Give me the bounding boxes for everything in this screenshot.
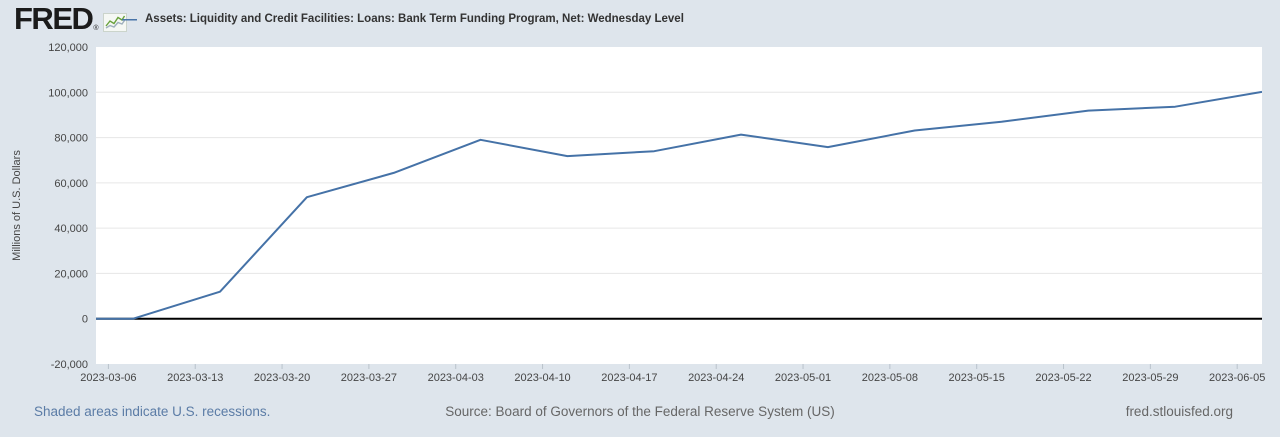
- fred-sparkline-icon: [102, 13, 127, 32]
- x-tick-label: 2023-05-29: [1122, 372, 1178, 384]
- x-tick-label: 2023-03-06: [80, 372, 136, 384]
- y-tick-label: 20,000: [54, 268, 88, 280]
- registered-trademark-icon: ®: [93, 25, 99, 32]
- x-tick-label: 2023-05-22: [1035, 372, 1091, 384]
- plot-area[interactable]: [96, 47, 1262, 364]
- legend-line-swatch: —: [122, 10, 137, 28]
- x-tick-label: 2023-05-08: [862, 372, 918, 384]
- x-tick-label: 2023-03-13: [167, 372, 223, 384]
- y-tick-label: 100,000: [48, 87, 88, 99]
- x-tick-label: 2023-06-05: [1209, 372, 1265, 384]
- data-line: [96, 90, 1262, 320]
- x-tick-label: 2023-03-20: [254, 372, 310, 384]
- chart-header: FRED ® — Assets: Liquidity and Credit Fa…: [0, 0, 1280, 42]
- recessions-note-link[interactable]: Shaded areas indicate U.S. recessions.: [34, 404, 271, 419]
- x-tick-label: 2023-05-15: [949, 372, 1005, 384]
- x-tick-label: 2023-04-24: [688, 372, 744, 384]
- fred-logo[interactable]: FRED ®: [14, 1, 127, 36]
- source-note: Source: Board of Governors of the Federa…: [445, 404, 835, 419]
- x-tick-label: 2023-05-01: [775, 372, 831, 384]
- x-tick-label: 2023-03-27: [341, 372, 397, 384]
- chart-footer: Source: Board of Governors of the Federa…: [0, 404, 1280, 426]
- legend-series-label: Assets: Liquidity and Credit Facilities:…: [145, 13, 684, 25]
- y-tick-label: 80,000: [54, 133, 88, 145]
- y-axis-title: Millions of U.S. Dollars: [11, 150, 23, 261]
- x-tick-label: 2023-04-10: [514, 372, 570, 384]
- fred-logo-text: FRED: [14, 1, 94, 36]
- y-tick-label: 60,000: [54, 178, 88, 190]
- y-tick-label: 40,000: [54, 223, 88, 235]
- x-tick-label: 2023-04-03: [428, 372, 484, 384]
- fred-site-link[interactable]: fred.stlouisfed.org: [1125, 404, 1233, 419]
- chart-legend: — Assets: Liquidity and Credit Facilitie…: [122, 10, 684, 28]
- x-tick-label: 2023-04-17: [601, 372, 657, 384]
- y-tick-label: 0: [82, 314, 88, 326]
- y-tick-label: 120,000: [48, 42, 88, 54]
- y-tick-label: -20,000: [51, 359, 88, 371]
